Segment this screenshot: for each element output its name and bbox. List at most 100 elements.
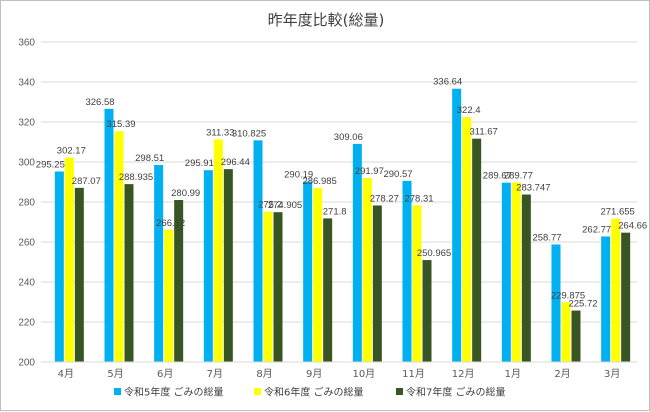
y-tick-label: 260 <box>18 238 35 249</box>
x-tick-label: 9月 <box>306 368 322 380</box>
bar <box>303 181 313 362</box>
y-tick-label: 280 <box>18 198 35 209</box>
bar <box>114 131 124 362</box>
bar <box>452 88 462 362</box>
data-label: 225.72 <box>568 299 597 310</box>
bar <box>571 310 581 362</box>
data-label: 289.67 <box>483 171 512 182</box>
bar <box>601 236 611 362</box>
data-label: 286.985 <box>302 176 336 187</box>
bar <box>164 229 174 362</box>
data-label: 271.655 <box>600 207 634 218</box>
data-label: 295.25 <box>36 160 65 171</box>
bar <box>223 169 233 362</box>
bar <box>551 244 561 362</box>
data-label: 322.4 <box>457 105 481 116</box>
data-label: 280.99 <box>171 188 200 199</box>
bar <box>422 260 432 362</box>
data-label: 296.44 <box>221 157 250 168</box>
x-tick-label: 7月 <box>207 368 223 380</box>
y-tick-label: 320 <box>18 118 35 129</box>
bar <box>561 302 571 362</box>
data-label: 274.905 <box>268 200 302 211</box>
data-label: 291.97 <box>355 166 384 177</box>
bars <box>54 88 631 362</box>
data-label: 309.06 <box>334 132 363 143</box>
bar <box>501 182 511 362</box>
bar <box>372 205 382 362</box>
x-tick-label: 5月 <box>107 368 123 380</box>
y-tick-label: 220 <box>18 318 35 329</box>
x-tick-label: 10月 <box>352 368 375 380</box>
data-label: 302.17 <box>57 146 86 157</box>
data-label: 315.39 <box>106 119 135 130</box>
data-label: 278.31 <box>404 193 433 204</box>
bar <box>74 187 84 362</box>
data-label: 336.64 <box>433 77 462 88</box>
bar <box>521 194 531 362</box>
data-label: 298.51 <box>135 153 164 164</box>
bar <box>511 182 521 362</box>
bar <box>54 171 64 362</box>
y-tick-label: 240 <box>18 278 35 289</box>
bar <box>203 170 213 362</box>
x-tick-label: 12月 <box>452 368 475 380</box>
bar <box>621 232 631 362</box>
data-label: 266.12 <box>156 218 185 229</box>
x-tick-label: 2月 <box>554 368 570 380</box>
bar <box>402 180 412 362</box>
bar <box>313 188 323 362</box>
data-labels: 295.25 326.58 298.51 295.91 310.825 290.19 309… <box>36 77 647 310</box>
bar <box>611 218 621 362</box>
data-label: 283.747 <box>516 183 550 194</box>
bar <box>362 178 372 362</box>
data-label: 311.33 <box>206 127 234 138</box>
y-tick-label: 200 <box>18 358 35 369</box>
y-tick-label: 300 <box>18 158 35 169</box>
chart-title: 昨年度比較(総量) <box>268 11 385 29</box>
legend-label: 令和7年度 ごみの総量 <box>406 386 506 399</box>
data-label: 289.77 <box>504 170 533 181</box>
data-label: 326.58 <box>85 97 114 108</box>
bar <box>472 138 482 362</box>
data-label: 264.66 <box>618 221 647 232</box>
bar <box>174 200 184 362</box>
bar <box>263 211 273 362</box>
legend-swatch <box>254 388 261 395</box>
data-label: 275.2 <box>258 200 282 211</box>
x-tick-label: 3月 <box>604 368 620 380</box>
legend-swatch <box>396 388 403 395</box>
bar <box>323 218 333 362</box>
data-label: 250.965 <box>417 248 451 259</box>
axes: 200 220 240 260 280 300 320 340 360 4月 5月 6月 7月 8月 9月 1… <box>18 38 637 380</box>
data-label: 287.07 <box>72 176 101 187</box>
data-label: 310.825 <box>232 128 266 139</box>
bar <box>213 139 223 362</box>
x-tick-label: 11月 <box>402 368 425 380</box>
x-tick-label: 8月 <box>256 368 272 380</box>
x-tick-label: 4月 <box>58 368 74 380</box>
gridlines <box>41 41 637 363</box>
legend-swatch <box>114 388 121 395</box>
bar <box>352 143 362 362</box>
bar <box>273 212 283 362</box>
bar <box>154 164 164 362</box>
bar <box>253 140 263 362</box>
data-label: 288.935 <box>119 172 153 183</box>
data-label: 278.27 <box>370 193 399 204</box>
data-label: 290.57 <box>383 169 412 180</box>
data-label: 258.77 <box>532 232 561 243</box>
bar <box>124 184 134 362</box>
bar <box>104 108 114 362</box>
bar <box>64 157 74 362</box>
x-tick-label: 6月 <box>157 368 173 380</box>
data-label: 229.875 <box>551 290 585 301</box>
data-label: 271.8 <box>323 206 347 217</box>
legend: 令和5年度 ごみの総量 令和6年度 ごみの総量 令和7年度 ごみの総量 <box>114 386 506 399</box>
data-label: 295.91 <box>185 158 214 169</box>
y-tick-label: 340 <box>18 78 35 89</box>
data-label: 311.67 <box>469 127 497 138</box>
bar <box>412 205 422 362</box>
